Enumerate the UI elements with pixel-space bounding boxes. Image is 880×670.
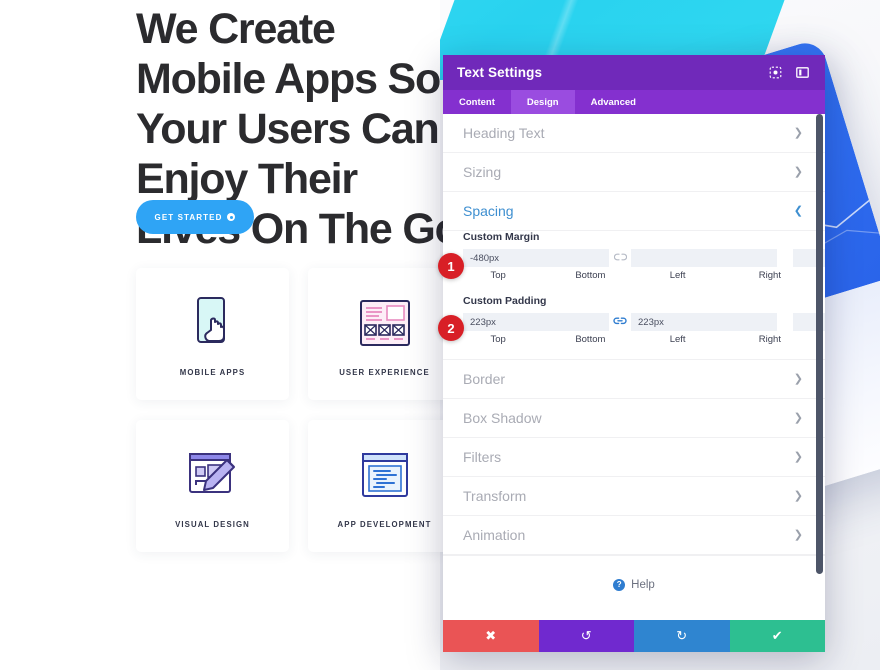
section-border[interactable]: Border ❯ [443,360,825,399]
chevron-down-icon: ❯ [793,372,803,385]
save-button[interactable]: ✔ [729,620,825,652]
help-label: Help [631,578,655,591]
section-box-shadow[interactable]: Box Shadow ❯ [443,399,825,438]
feature-card-label: VISUAL DESIGN [175,519,250,529]
chevron-down-icon: ❯ [793,165,803,178]
chevron-down-icon: ❯ [793,489,803,502]
redo-icon: ↻ [676,628,688,643]
margin-left-sublabel: Left [669,270,686,281]
feature-card-label: MOBILE APPS [179,367,246,377]
custom-padding-fields [443,312,825,332]
feature-card-user-experience[interactable]: USER EXPERIENCE [308,268,461,400]
get-started-label: GET STARTED [154,212,223,222]
mobile-tap-icon [192,292,234,354]
check-icon: ✔ [771,628,783,643]
tab-advanced[interactable]: Advanced [590,96,636,108]
custom-margin-sublabels: Top Bottom Left Right [443,268,825,281]
custom-margin-label: Custom Margin [463,231,540,243]
section-animation[interactable]: Animation ❯ [443,516,825,555]
code-window-icon [360,444,410,506]
tab-content[interactable]: Content [459,96,495,108]
custom-padding-sublabels: Top Bottom Left Right [443,332,825,345]
chevron-down-icon: ❯ [793,528,803,541]
chevron-down-icon: ❯ [793,450,803,463]
chevron-up-icon: ❮ [793,204,803,217]
cancel-button[interactable]: ✖ [443,620,539,652]
margin-right-sublabel: Right [758,270,781,281]
padding-bottom-sublabel: Bottom [575,334,606,345]
spacing-panel: Custom Margin [443,231,825,360]
undo-icon: ↺ [580,628,592,643]
get-started-button[interactable]: GET STARTED [136,200,254,234]
margin-bottom-input[interactable] [631,249,777,267]
wireframe-icon [359,292,411,354]
feature-card-label: USER EXPERIENCE [339,367,430,377]
chevron-down-icon: ❯ [793,411,803,424]
annotation-badge-2: 2 [438,315,464,341]
modal-tabs: Content Design Advanced [443,90,825,114]
section-filters[interactable]: Filters ❯ [443,438,825,477]
question-mark-icon: ? [613,578,626,591]
arrow-circle-icon [227,213,236,221]
section-label: Animation [463,527,526,543]
section-spacing[interactable]: Spacing ❮ [443,192,825,231]
section-heading-text[interactable]: Heading Text ❯ [443,114,825,153]
section-label: Border [463,371,506,387]
section-label: Box Shadow [463,410,542,426]
feature-card-visual-design[interactable]: VISUAL DESIGN [136,420,289,552]
section-label: Sizing [463,164,502,180]
padding-bottom-input[interactable] [631,313,777,331]
margin-top-sublabel: Top [490,270,506,281]
padding-top-sublabel: Top [490,334,506,345]
layout-panel-icon[interactable] [794,64,811,81]
pencil-canvas-icon [187,444,239,506]
section-label: Spacing [463,203,514,219]
feature-card-mobile-apps[interactable]: MOBILE APPS [136,268,289,400]
section-sizing[interactable]: Sizing ❯ [443,153,825,192]
modal-footer: ✖ ↺ ↻ ✔ [443,620,825,652]
modal-title: Text Settings [457,65,543,80]
feature-card-label: APP DEVELOPMENT [337,519,432,529]
link-connected-icon[interactable] [609,316,631,328]
tab-design[interactable]: Design [510,90,575,114]
chevron-down-icon: ❯ [793,126,803,139]
padding-top-input[interactable] [463,313,609,331]
section-label: Transform [463,488,527,504]
close-icon: ✖ [485,628,497,643]
modal-body: Heading Text ❯ Sizing ❯ Spacing ❮ Custom… [443,114,825,620]
modal-header: Text Settings [443,55,825,90]
annotation-badge-1: 1 [438,253,464,279]
help-link[interactable]: ? Help [443,555,825,613]
feature-card-app-development[interactable]: APP DEVELOPMENT [308,420,461,552]
section-transform[interactable]: Transform ❯ [443,477,825,516]
redo-button[interactable]: ↻ [634,620,730,652]
section-label: Heading Text [463,125,545,141]
margin-top-input[interactable] [463,249,609,267]
undo-button[interactable]: ↺ [538,620,634,652]
hero-section: We Create Mobile Apps So Your Users Can … [136,5,461,552]
move-icon[interactable] [767,64,784,81]
custom-margin-fields [443,248,825,268]
modal-scrollbar[interactable] [816,114,823,574]
margin-bottom-sublabel: Bottom [575,270,606,281]
link-broken-icon[interactable] [609,253,631,264]
custom-padding-label: Custom Padding [463,295,547,307]
section-label: Filters [463,449,502,465]
text-settings-modal: Text Settings Content Design Advanced [443,55,825,652]
padding-left-sublabel: Left [669,334,686,345]
padding-right-sublabel: Right [758,334,781,345]
